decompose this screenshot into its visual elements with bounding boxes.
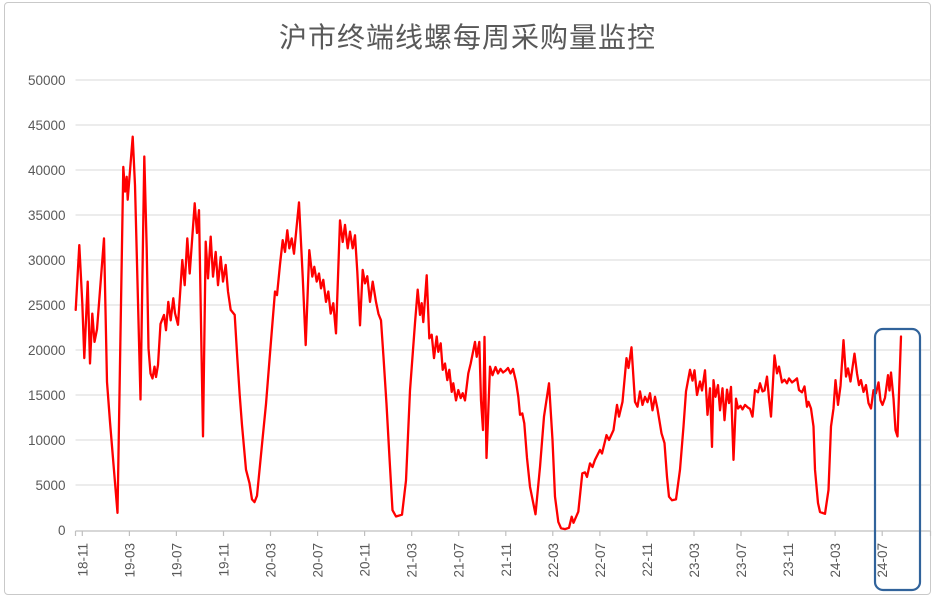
recent-period-highlight-box [873, 327, 922, 592]
y-axis-tick-label: 15000 [28, 388, 66, 403]
y-axis-tick-label: 50000 [28, 73, 66, 88]
y-axis-tick-label: 20000 [28, 343, 66, 358]
y-axis-tick-label: 30000 [28, 253, 66, 268]
x-axis-tick-label: 20-03 [264, 543, 279, 578]
x-axis-tick-label: 24-07 [875, 543, 890, 578]
x-axis-tick-label: 21-11 [499, 543, 514, 577]
x-axis-tick-label: 20-07 [311, 543, 326, 578]
x-axis-tick-label: 18-11 [75, 543, 90, 577]
x-axis-tick-label: 20-11 [358, 543, 373, 577]
x-axis-tick-label: 19-11 [217, 543, 232, 577]
y-axis-tick-label: 35000 [28, 208, 66, 223]
x-axis-tick-label: 22-03 [546, 543, 561, 578]
y-axis-tick-label: 10000 [28, 433, 66, 448]
y-axis-tick-label: 40000 [28, 163, 66, 178]
x-axis-tick-label: 21-03 [405, 543, 420, 578]
y-axis-tick-label: 5000 [35, 478, 65, 493]
x-axis-tick-label: 19-07 [169, 543, 184, 578]
y-axis-tick-label: 0 [58, 523, 66, 538]
x-axis-tick-label: 23-07 [734, 543, 749, 578]
x-axis-tick-label: 22-11 [640, 543, 655, 577]
weekly-purchase-volume-line [74, 135, 903, 531]
chart-title: 沪市终端线螺每周采购量监控 [278, 22, 656, 53]
x-axis-tick-label: 23-03 [687, 543, 702, 578]
y-axis-tick-label: 45000 [28, 118, 66, 133]
x-axis-tick-label: 24-03 [828, 543, 843, 578]
x-axis-tick-label: 23-11 [781, 543, 796, 577]
x-axis-tick-label: 22-07 [593, 543, 608, 578]
x-axis-tick-label: 21-07 [452, 543, 467, 578]
y-axis-tick-label: 25000 [28, 298, 66, 313]
x-axis-tick-label: 19-03 [122, 543, 137, 578]
